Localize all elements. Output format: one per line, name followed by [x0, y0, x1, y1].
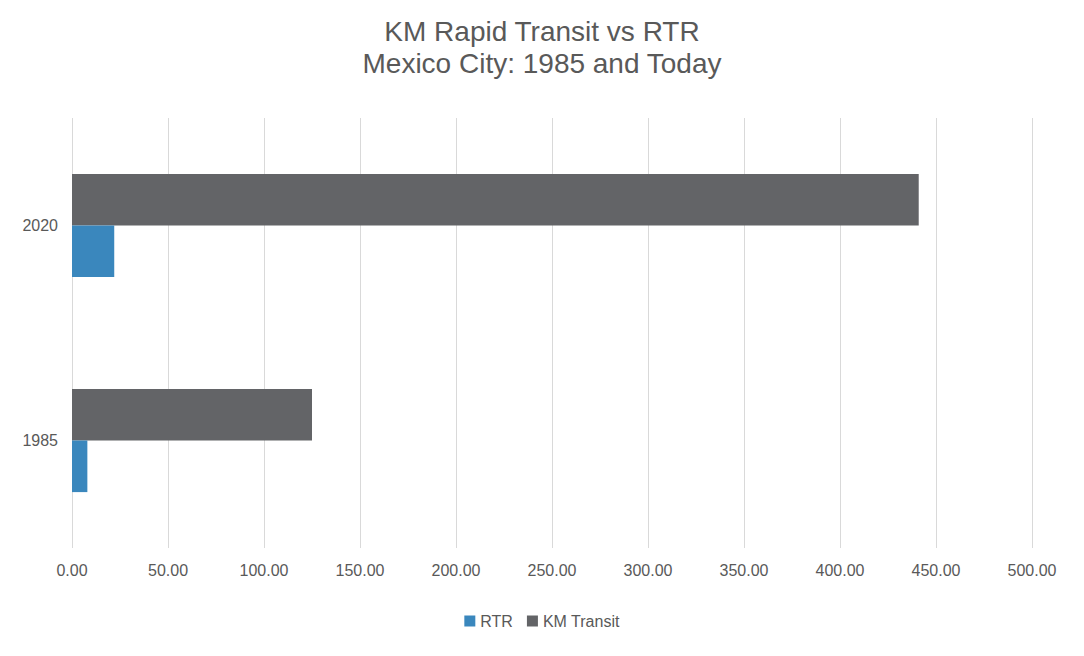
svg-text:50.00: 50.00: [148, 562, 188, 579]
svg-text:500.00: 500.00: [1008, 562, 1057, 579]
svg-text:400.00: 400.00: [816, 562, 865, 579]
svg-text:Mexico City: 1985 and Today: Mexico City: 1985 and Today: [362, 48, 721, 79]
svg-text:1985: 1985: [22, 432, 58, 449]
svg-text:KM Rapid Transit vs RTR: KM Rapid Transit vs RTR: [384, 16, 699, 47]
svg-text:150.00: 150.00: [336, 562, 385, 579]
svg-text:RTR: RTR: [480, 613, 513, 630]
svg-text:250.00: 250.00: [528, 562, 577, 579]
svg-text:KM Transit: KM Transit: [543, 613, 620, 630]
svg-text:0.00: 0.00: [56, 562, 87, 579]
svg-text:100.00: 100.00: [240, 562, 289, 579]
svg-text:200.00: 200.00: [432, 562, 481, 579]
svg-text:350.00: 350.00: [720, 562, 769, 579]
svg-text:450.00: 450.00: [912, 562, 961, 579]
svg-text:300.00: 300.00: [624, 562, 673, 579]
svg-text:2020: 2020: [22, 217, 58, 234]
